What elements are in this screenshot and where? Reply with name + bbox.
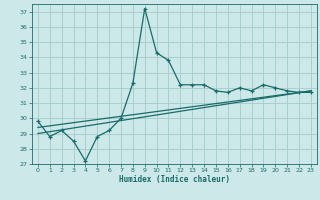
X-axis label: Humidex (Indice chaleur): Humidex (Indice chaleur) [119,175,230,184]
